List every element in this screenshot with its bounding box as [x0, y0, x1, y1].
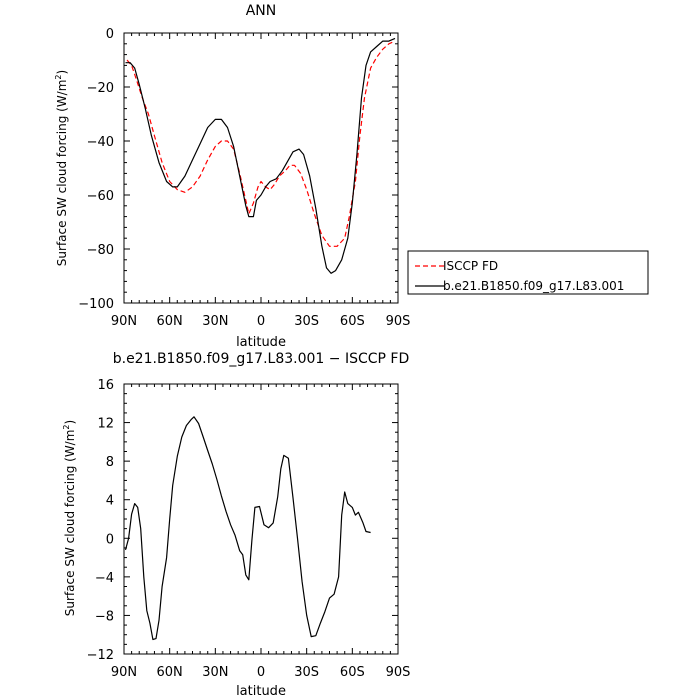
y-tick-label: 4 [106, 494, 114, 509]
panel-bottom: b.e21.B1850.f09_g17.L83.001 − ISCCP FD −… [62, 351, 410, 699]
x-tick-label: 90S [386, 314, 411, 329]
x-tick-label: 0 [257, 314, 265, 329]
x-tick-label: 90N [111, 665, 137, 680]
plot-frame [123, 32, 399, 304]
series-line-isccp-fd [126, 40, 396, 247]
y-tick-labels: −100 −80 −60 −40 −20 0 [78, 27, 114, 312]
panel-top: ANN −100−80−60−40−200 90N 60N 30N 0 30S 60S 90… [54, 3, 410, 350]
y-tick-label: −100 [78, 297, 114, 312]
y-tick-label: −20 [87, 81, 114, 96]
x-tick-label: 30N [202, 665, 228, 680]
x-axis-label: latitude [236, 335, 286, 350]
difference-series-line [124, 416, 371, 641]
x-tick-label: 30S [294, 665, 319, 680]
y-tick-label: −40 [87, 135, 114, 150]
x-tick-label: 0 [257, 665, 265, 680]
legend-label-model: b.e21.B1850.f09_g17.L83.001 [443, 279, 624, 293]
plot-frame [123, 383, 399, 655]
legend: ISCCP FD b.e21.B1850.f09_g17.L83.001 [407, 250, 649, 295]
y-tick-label: 12 [97, 417, 114, 432]
axis-ticks [123, 32, 399, 304]
x-tick-label: 30N [202, 314, 228, 329]
axis-ticks [123, 383, 399, 655]
y-tick-labels: −12 −8 −4 0 4 8 12 16 [87, 378, 114, 663]
x-tick-label: 60S [340, 665, 365, 680]
x-tick-labels: 90N 60N 30N 0 30S 60S 90S [111, 665, 411, 680]
x-tick-label: 60S [340, 314, 365, 329]
x-tick-labels: 90N 60N 30N 0 30S 60S 90S [111, 314, 411, 329]
y-tick-label: −4 [95, 571, 114, 586]
legend-label-isccp: ISCCP FD [443, 259, 498, 273]
series-line-b-e21-b1850-f09-g17-l83-001 [125, 37, 396, 274]
series-lines [124, 416, 371, 641]
x-tick-label: 60N [157, 665, 183, 680]
y-tick-label: −8 [95, 609, 114, 624]
series-lines [125, 37, 396, 274]
y-axis-label: Surface SW cloud forcing (W/m2) [62, 420, 77, 616]
y-axis-label: Surface SW cloud forcing (W/m2) [54, 70, 69, 266]
y-tick-label: −80 [87, 243, 114, 258]
y-tick-label: 0 [106, 27, 114, 42]
chart-title: b.e21.B1850.f09_g17.L83.001 − ISCCP FD [113, 351, 410, 367]
y-tick-label: 16 [97, 378, 114, 393]
y-tick-label: −12 [87, 648, 114, 663]
y-tick-label: 8 [106, 455, 114, 470]
chart-title: ANN [246, 3, 277, 19]
x-tick-label: 90N [111, 314, 137, 329]
x-tick-label: 60N [157, 314, 183, 329]
legend-box [407, 250, 649, 295]
x-axis-label: latitude [236, 684, 286, 699]
y-tick-label: 0 [106, 532, 114, 547]
y-tick-label: −60 [87, 189, 114, 204]
x-tick-label: 90S [386, 665, 411, 680]
x-tick-label: 30S [294, 314, 319, 329]
